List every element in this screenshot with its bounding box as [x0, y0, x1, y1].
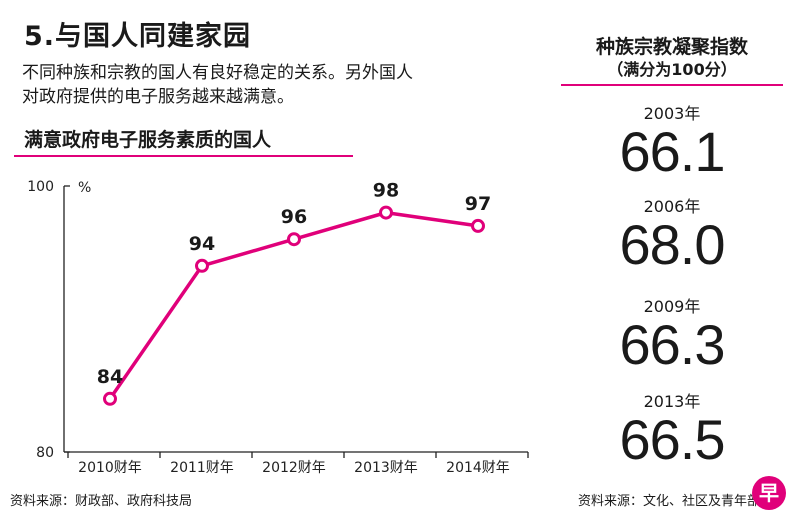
- data-point: [103, 391, 117, 406]
- data-label: 94: [189, 233, 215, 255]
- newspaper-logo-icon: 早: [752, 476, 786, 510]
- source-note-right: 资料来源：文化、社区及青年部: [578, 494, 761, 509]
- description-line-2: 对政府提供的电子服务越来越满意。: [22, 87, 294, 107]
- index-entry: 2006年 68.0: [561, 197, 783, 273]
- index-entry: 2003年 66.1: [561, 104, 783, 180]
- x-tick-label: 2013财年: [354, 460, 418, 476]
- index-value: 68.0: [619, 213, 726, 276]
- index-year: 2013年: [643, 392, 701, 411]
- index-title: 种族宗教凝聚指数: [595, 36, 748, 58]
- x-tick-label: 2010财年: [78, 460, 142, 476]
- y-unit-label: %: [78, 180, 91, 196]
- x-tick-label: 2011财年: [170, 460, 234, 476]
- index-year: 2006年: [643, 197, 701, 216]
- index-title-underline: [561, 84, 783, 86]
- y-tick-label: 100: [27, 179, 54, 195]
- source-note-left: 资料来源：财政部、政府科技局: [10, 494, 193, 509]
- description-line-1: 不同种族和宗教的国人有良好稳定的关系。另外国人: [22, 63, 413, 83]
- index-value: 66.3: [619, 313, 726, 376]
- chart-title: 满意政府电子服务素质的国人: [24, 129, 272, 151]
- page-title: 5.与国人同建家园: [24, 21, 252, 52]
- data-label: 96: [281, 206, 307, 228]
- data-label: 97: [465, 193, 491, 215]
- index-entry: 2009年 66.3: [561, 297, 783, 373]
- index-value: 66.1: [619, 120, 726, 183]
- y-tick-label: 80: [36, 445, 54, 461]
- index-year: 2009年: [643, 297, 701, 316]
- data-point: [287, 232, 301, 247]
- data-point: [379, 205, 393, 220]
- satisfaction-line-chart: 80 100 % 2010财年 2011财年 2012财年 2013财年 2014财年 84 94…: [27, 179, 529, 476]
- index-subtitle: （满分为100分）: [607, 60, 737, 79]
- x-tick-label: 2014财年: [446, 460, 510, 476]
- index-value: 66.5: [619, 408, 726, 471]
- x-tick-label: 2012财年: [262, 460, 326, 476]
- index-entry: 2013年 66.5: [561, 392, 783, 468]
- chart-title-underline: [14, 155, 353, 157]
- index-year: 2003年: [643, 104, 701, 123]
- data-point: [471, 218, 485, 233]
- data-label: 98: [373, 180, 399, 202]
- data-label: 84: [97, 366, 123, 388]
- data-point: [195, 258, 209, 273]
- description: 不同种族和宗教的国人有良好稳定的关系。另外国人 对政府提供的电子服务越来越满意。: [22, 61, 492, 109]
